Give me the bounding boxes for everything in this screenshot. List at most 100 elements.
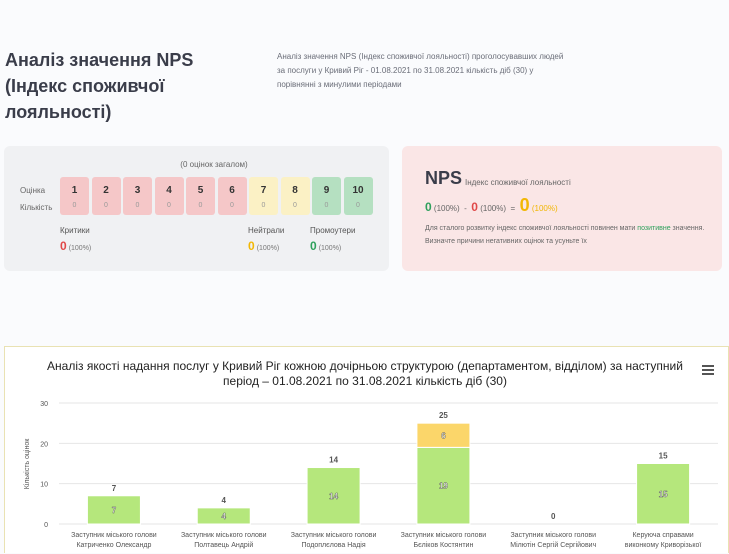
chart-bar [416, 446, 471, 525]
nps-note-text: Для сталого розвитку індекс споживчої ло… [425, 225, 638, 232]
description-line: за послуги у Кривий Ріг - 01.08.2021 по … [277, 66, 534, 75]
nps-note: Для сталого розвитку індекс споживчої ло… [425, 222, 705, 248]
bar-total-label: 7 [112, 484, 117, 493]
chart-title: Аналіз якості надання послуг у Кривий Рі… [47, 359, 683, 388]
nps-promoters-percent: (100%) [433, 204, 460, 213]
nps-formula: 0 (100%) - 0 (100%) = 0 (100%) [425, 195, 558, 216]
page-title-line: лояльності) [5, 102, 112, 122]
x-tick-label: Заступник міського голови [71, 531, 157, 539]
x-tick-label: Полтавець Андрій [194, 541, 253, 549]
nps-title: NPS [425, 168, 463, 188]
chart-menu-icon[interactable] [702, 365, 714, 375]
x-tick-label: Бєліков Костянтин [414, 541, 474, 549]
description-line: Аналіз значення NPS (Індекс споживчої ло… [277, 52, 564, 61]
score-count: 0 [261, 202, 266, 209]
y-tick-label: 30 [40, 401, 48, 408]
x-tick-label: Заступник міського голови [181, 531, 267, 539]
nps-summary-card: NPS Індекс споживчої лояльності 0 (100%)… [402, 146, 722, 271]
critics-group: Критики 0 (100%) [60, 226, 91, 253]
bar-segment-label: 19 [439, 482, 448, 491]
y-tick-label: 20 [40, 441, 48, 448]
score-count: 0 [356, 202, 360, 209]
y-tick-label: 0 [44, 522, 48, 529]
bar-total-label: 4 [222, 496, 227, 505]
nps-equals-sign: = [510, 204, 516, 213]
score-count: 0 [198, 202, 203, 209]
score-number: 3 [134, 185, 141, 196]
score-number: 9 [323, 185, 330, 196]
bar-segment-label: 6 [441, 431, 446, 440]
score-number: 6 [229, 185, 235, 196]
y-tick-label: 10 [40, 482, 48, 489]
score-count: 0 [230, 202, 234, 209]
nps-note-highlight: позитивне [637, 225, 671, 232]
x-tick-label: Заступник міського голови [510, 531, 596, 539]
x-tick-label: Заступник міського голови [401, 531, 487, 539]
bar-total-label: 14 [329, 456, 338, 465]
nps-promoters-value: 0 [425, 200, 432, 214]
score-number: 8 [292, 185, 298, 196]
critics-label: Критики [60, 226, 90, 235]
x-tick-label: Катриченко Олександр [76, 542, 151, 549]
nps-critics-value: 0 [471, 200, 478, 214]
score-number: 5 [197, 185, 204, 196]
page-description: Аналіз значення NPS (Індекс споживчої ло… [277, 50, 567, 92]
promoters-group: Промоутери 0 (100%) [310, 226, 355, 253]
critics-value: 0 [60, 239, 67, 253]
bar-segment-label: 15 [659, 490, 668, 499]
bar-segment-label: 4 [222, 512, 227, 521]
page-title-line: (Індекс споживчої [5, 76, 165, 96]
bar-total-label: 0 [551, 512, 556, 521]
page-title-line: Аналіз значення NPS [5, 50, 194, 70]
neutrals-label: Нейтрали [248, 226, 285, 235]
description-line: порівнянні з минулими періодами [277, 80, 402, 89]
score-number: 7 [260, 185, 267, 196]
department-chart-panel: Аналіз якості надання послуг у Кривий Рі… [4, 346, 729, 553]
nps-note-text-end: значення. Визначте причини негативних оц… [425, 225, 705, 245]
bar-total-label: 25 [439, 411, 448, 420]
chart-bar [86, 495, 141, 525]
department-bar-chart: 0 10 20 30 Кількість оцінок 7 7 Заступник міськ… [23, 401, 718, 549]
x-tick-label: Мілютін Сергій Сергійович [510, 541, 596, 549]
score-count: 0 [167, 202, 171, 209]
chart-bar [636, 463, 691, 525]
total-ratings: (0 оцінок загалом) [180, 160, 248, 169]
nps-result-value: 0 [519, 195, 530, 215]
score-count: 0 [324, 202, 329, 209]
x-tick-label: Подоплєлова Надія [302, 541, 366, 549]
nps-subtitle: Індекс споживчої лояльності [465, 178, 571, 187]
chart-bar [416, 422, 471, 448]
promoters-label: Промоутери [310, 226, 356, 235]
count-row-label: Кількість [20, 203, 53, 212]
x-tick-label: Керуюча справами [632, 532, 693, 539]
promoters-percent: (100%) [318, 245, 342, 252]
score-count: 0 [72, 202, 77, 209]
score-number: 2 [103, 185, 109, 196]
neutrals-percent: (100%) [256, 245, 280, 252]
nps-minus-sign: - [464, 204, 467, 213]
y-axis-label: Кількість оцінок [23, 438, 31, 489]
critics-percent: (100%) [68, 245, 92, 252]
score-row-label: Оцінка [20, 186, 46, 195]
score-number: 10 [352, 185, 364, 196]
neutrals-group: Нейтрали 0 (100%) [248, 226, 284, 253]
score-count: 0 [293, 202, 297, 209]
x-tick-label: Заступник міського голови [291, 531, 377, 539]
score-count: 0 [135, 202, 140, 209]
promoters-value: 0 [310, 239, 317, 253]
score-number: 4 [166, 185, 172, 196]
score-number: 1 [71, 185, 78, 196]
bar-segment-label: 7 [112, 506, 117, 515]
page-title: Аналіз значення NPS (Індекс споживчої ло… [5, 47, 265, 125]
x-tick-label: виконкому Криворізької [625, 541, 702, 549]
nps-critics-percent: (100%) [480, 204, 507, 213]
nps-result-percent: (100%) [531, 204, 558, 213]
